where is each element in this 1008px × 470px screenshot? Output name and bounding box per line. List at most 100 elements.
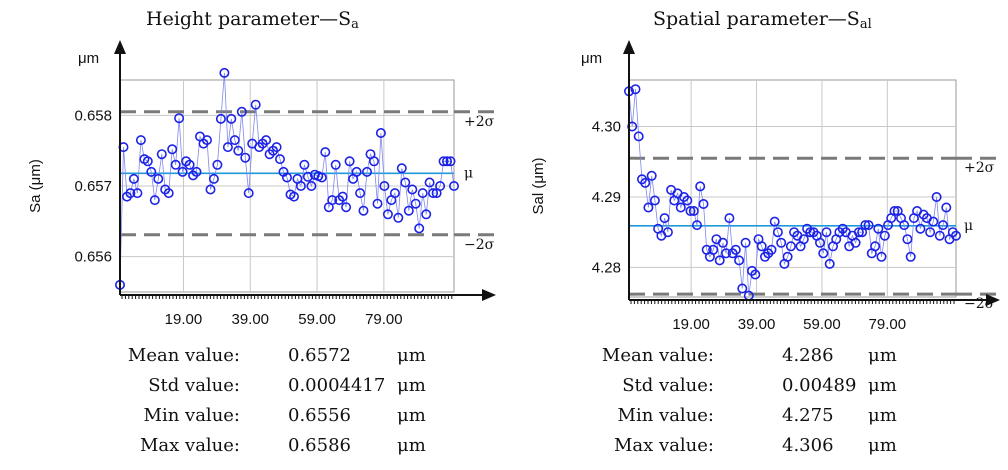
data-point bbox=[448, 181, 459, 192]
data-point bbox=[685, 206, 696, 217]
data-point bbox=[824, 258, 835, 269]
data-point bbox=[226, 113, 237, 124]
data-point bbox=[368, 156, 379, 167]
chart-title-main: Height parameter—S bbox=[146, 8, 352, 30]
data-point bbox=[355, 188, 366, 199]
stats-unit: μm bbox=[397, 345, 426, 366]
x-axis-arrow bbox=[482, 289, 496, 301]
data-point bbox=[146, 166, 157, 177]
data-point bbox=[382, 209, 393, 220]
stats-value: 4.306 bbox=[782, 435, 834, 456]
data-point bbox=[358, 205, 369, 216]
data-point bbox=[950, 230, 961, 241]
data-point bbox=[236, 106, 247, 117]
data-point bbox=[261, 135, 272, 146]
data-point bbox=[274, 154, 285, 165]
data-point bbox=[428, 188, 439, 199]
data-point bbox=[142, 156, 153, 167]
stats-label: Mean value: bbox=[601, 345, 714, 366]
data-point bbox=[153, 173, 164, 184]
x-tick-label: 79.00 bbox=[869, 316, 907, 333]
stats-label: Min value: bbox=[617, 405, 714, 426]
data-point bbox=[850, 237, 861, 248]
data-point bbox=[299, 159, 310, 170]
data-point bbox=[233, 145, 244, 156]
data-point bbox=[424, 177, 435, 188]
x-axis-arrow bbox=[986, 294, 1000, 306]
data-point bbox=[445, 156, 456, 167]
height-parameter-panel: Height parameter—Sa +2σ μ −2σ 19.00 39.00 59.… bbox=[27, 8, 496, 456]
data-point bbox=[772, 227, 783, 238]
data-point bbox=[941, 202, 952, 213]
data-point bbox=[410, 198, 421, 209]
data-point bbox=[208, 173, 219, 184]
stats-unit: μm bbox=[397, 405, 426, 426]
data-point bbox=[170, 159, 181, 170]
stats-label: Std value: bbox=[148, 375, 240, 396]
data-point bbox=[740, 237, 751, 248]
stats-label: Mean value: bbox=[127, 345, 240, 366]
sa-chart: +2σ μ −2σ 19.00 39.00 59.00 79.00 0.656 0.657 0.6… bbox=[27, 40, 496, 328]
data-point bbox=[717, 237, 728, 248]
data-point bbox=[417, 188, 428, 199]
y-tick-label: 0.656 bbox=[74, 249, 112, 266]
data-point bbox=[643, 202, 654, 213]
data-point bbox=[876, 251, 887, 262]
data-point bbox=[400, 177, 411, 188]
data-point bbox=[435, 181, 446, 192]
data-point bbox=[902, 234, 913, 245]
chart-body: +2σ μ −2σ 19.00 39.00 59.00 79.00 0.656 0.657 0.6… bbox=[27, 40, 496, 328]
data-point bbox=[163, 188, 174, 199]
stats-label: Std value: bbox=[622, 375, 714, 396]
y-axis-label: Sa (μm) bbox=[27, 159, 44, 213]
data-point bbox=[212, 159, 223, 170]
data-point bbox=[393, 212, 404, 223]
data-point bbox=[288, 191, 299, 202]
data-point bbox=[766, 244, 777, 255]
data-point bbox=[870, 241, 881, 252]
x-tick-label: 19.00 bbox=[672, 316, 710, 333]
data-point bbox=[361, 166, 372, 177]
data-point bbox=[915, 223, 926, 234]
data-point bbox=[337, 191, 348, 202]
data-point bbox=[132, 188, 143, 199]
data-point bbox=[372, 198, 383, 209]
data-point bbox=[174, 113, 185, 124]
data-point bbox=[730, 244, 741, 255]
data-point bbox=[662, 227, 673, 238]
data-point bbox=[640, 177, 651, 188]
data-point bbox=[756, 241, 767, 252]
reference-line-label: +2σ bbox=[464, 114, 495, 130]
y-tick-label: 4.29 bbox=[592, 189, 621, 206]
data-point bbox=[341, 202, 352, 213]
data-point bbox=[734, 255, 745, 266]
data-point bbox=[633, 131, 644, 142]
data-point bbox=[934, 230, 945, 241]
data-point bbox=[421, 209, 432, 220]
data-point bbox=[441, 156, 452, 167]
data-point bbox=[229, 135, 240, 146]
data-point bbox=[708, 244, 719, 255]
data-point bbox=[320, 147, 331, 158]
data-point bbox=[691, 220, 702, 231]
data-point bbox=[125, 188, 136, 199]
data-point bbox=[250, 99, 261, 110]
data-point bbox=[659, 213, 670, 224]
data-point bbox=[889, 206, 900, 217]
y-tick-label: 4.30 bbox=[592, 119, 621, 136]
data-point bbox=[316, 172, 327, 183]
data-point bbox=[205, 184, 216, 195]
y-tick-label: 0.657 bbox=[74, 178, 112, 195]
stats-value: 4.286 bbox=[782, 345, 834, 366]
y-axis-unit: μm bbox=[581, 50, 602, 67]
stats-value: 0.0004417 bbox=[288, 375, 386, 396]
data-point bbox=[327, 195, 338, 206]
data-point bbox=[724, 213, 735, 224]
stats-unit: μm bbox=[397, 375, 426, 396]
data-point bbox=[899, 220, 910, 231]
stats-unit: μm bbox=[868, 375, 897, 396]
data-point bbox=[782, 251, 793, 262]
stats-unit: μm bbox=[868, 345, 897, 366]
x-tick-label: 79.00 bbox=[365, 311, 403, 328]
